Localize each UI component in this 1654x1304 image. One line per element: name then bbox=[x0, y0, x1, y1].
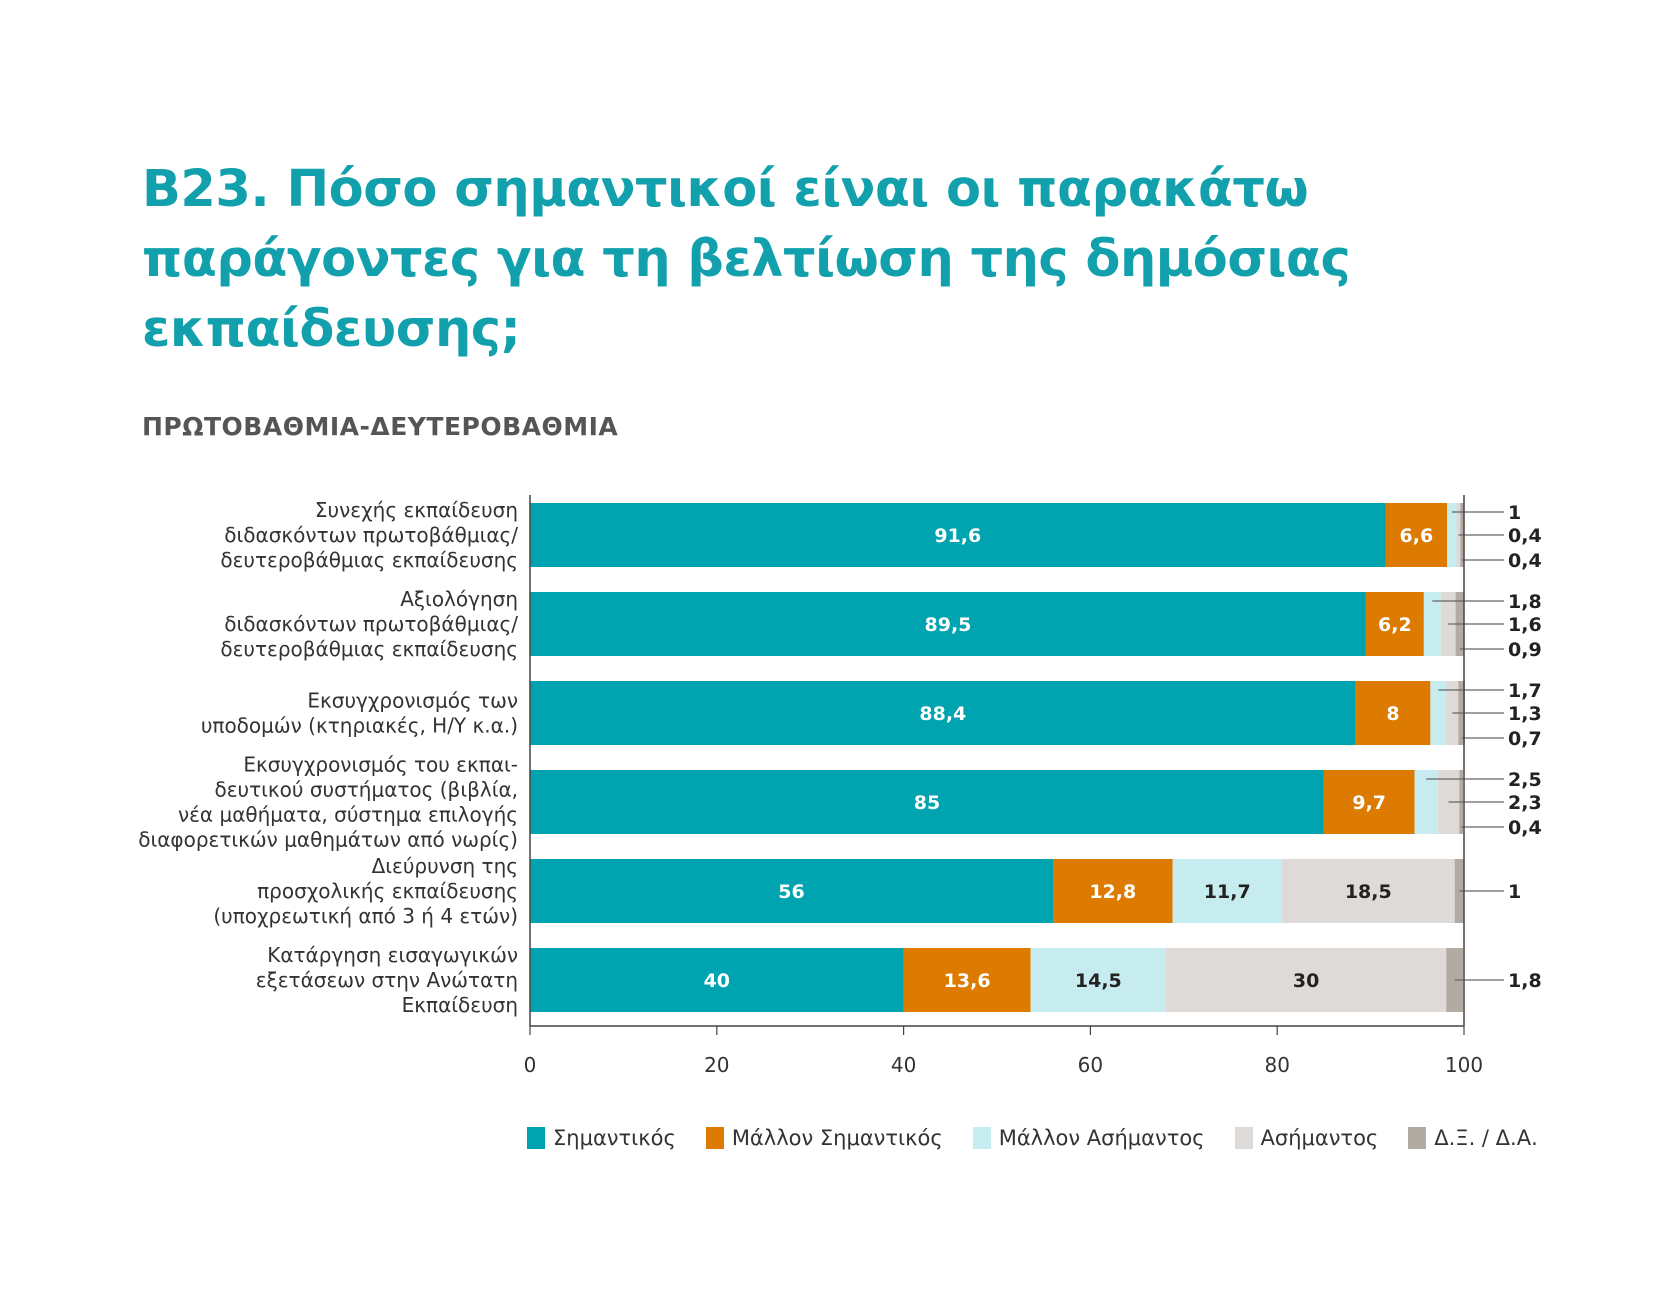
legend-swatch-dont-know bbox=[1408, 1127, 1427, 1149]
category-label: διαφορετικών μαθημάτων από νωρίς) bbox=[138, 828, 518, 852]
data-label: 88,4 bbox=[919, 703, 966, 725]
legend-label-unimportant: Ασήμαντος bbox=[1260, 1126, 1379, 1150]
category-label: Εκσυγχρονισμός των bbox=[307, 689, 518, 713]
category-label: εξετάσεων στην Ανώτατη bbox=[256, 968, 518, 992]
bar-segment bbox=[1365, 592, 1424, 656]
legend-swatch-rather-unimportant bbox=[972, 1127, 991, 1149]
data-label: 1,6 bbox=[1508, 614, 1542, 636]
category-label: δευτεροβάθμιας εκπαίδευσης bbox=[220, 548, 518, 572]
bar-segment bbox=[903, 948, 1031, 1012]
bar-segment bbox=[530, 859, 1054, 923]
category-label: Εκπαίδευση bbox=[402, 993, 518, 1017]
data-label: 85 bbox=[914, 792, 940, 814]
x-tick-label: 60 bbox=[1078, 1053, 1103, 1077]
data-label: 89,5 bbox=[925, 614, 972, 636]
bar-segment bbox=[1385, 503, 1448, 567]
bar-segment bbox=[530, 770, 1324, 834]
bar-segment bbox=[1166, 948, 1447, 1012]
category-label: Αξιολόγηση bbox=[400, 587, 518, 611]
category-label: Συνεχής εκπαίδευση bbox=[315, 498, 518, 522]
bar-segment bbox=[1323, 770, 1415, 834]
category-label: Διεύρυνση της bbox=[372, 854, 518, 878]
data-label: 1,3 bbox=[1508, 703, 1542, 725]
bar-segment bbox=[530, 503, 1386, 567]
legend-swatch-rather-important bbox=[705, 1127, 724, 1149]
chart-title-line-3: εκπαίδευσης; bbox=[142, 300, 521, 359]
bar-segment bbox=[1030, 948, 1167, 1012]
data-label: 0,4 bbox=[1508, 817, 1542, 839]
data-label: 18,5 bbox=[1345, 881, 1392, 903]
legend-item-dont-know: Δ.Ξ. / Δ.Α. bbox=[1408, 1126, 1538, 1150]
data-label: 40 bbox=[704, 970, 730, 992]
data-label: 1 bbox=[1508, 881, 1521, 903]
category-label: Εκσυγχρονισμός του εκπαι- bbox=[243, 753, 518, 777]
data-label: 8 bbox=[1386, 703, 1399, 725]
bar-segment bbox=[530, 948, 904, 1012]
chart-subtitle: ΠΡΩΤΟΒΑΘΜΙΑ-ΔΕΥΤΕΡΟΒΑΘΜΙΑ bbox=[142, 412, 619, 441]
x-tick-label: 40 bbox=[891, 1053, 916, 1077]
data-label: 56 bbox=[778, 881, 804, 903]
data-label: 1,8 bbox=[1508, 970, 1542, 992]
data-label: 1,8 bbox=[1508, 591, 1542, 613]
data-label: 1 bbox=[1508, 502, 1521, 524]
bar-segment bbox=[1172, 859, 1282, 923]
legend-item-rather-important: Μάλλον Σημαντικός bbox=[705, 1126, 943, 1150]
data-label: 13,6 bbox=[944, 970, 991, 992]
data-label: 12,8 bbox=[1089, 881, 1136, 903]
category-label: νέα μαθήματα, σύστημα επιλογής bbox=[178, 803, 518, 827]
data-label: 0,4 bbox=[1508, 525, 1542, 547]
data-label: 9,7 bbox=[1352, 792, 1386, 814]
bar-segment bbox=[1355, 681, 1431, 745]
data-label: 2,3 bbox=[1508, 792, 1542, 814]
bar-segment bbox=[530, 592, 1366, 656]
category-label: διδασκόντων πρωτοβάθμιας/ bbox=[224, 612, 518, 636]
bar-segment bbox=[1430, 681, 1447, 745]
legend-label-important: Σημαντικός bbox=[553, 1126, 676, 1150]
data-label: 2,5 bbox=[1508, 769, 1542, 791]
data-label: 30 bbox=[1293, 970, 1319, 992]
x-tick-label: 100 bbox=[1445, 1053, 1483, 1077]
category-label: (υποχρεωτική από 3 ή 4 ετών) bbox=[213, 904, 518, 928]
legend-label-dont-know: Δ.Ξ. / Δ.Α. bbox=[1434, 1126, 1538, 1150]
data-label: 6,2 bbox=[1378, 614, 1412, 636]
category-label: δευτεροβάθμιας εκπαίδευσης bbox=[220, 637, 518, 661]
bar-segment bbox=[530, 681, 1356, 745]
bar-segment bbox=[1414, 770, 1438, 834]
category-label: υποδομών (κτηριακές, Η/Υ κ.α.) bbox=[201, 714, 518, 738]
data-label: 1,7 bbox=[1508, 680, 1542, 702]
data-label: 6,6 bbox=[1400, 525, 1434, 547]
bar-segment bbox=[1447, 503, 1457, 567]
legend-item-unimportant: Ασήμαντος bbox=[1234, 1126, 1379, 1150]
chart-title-line-1: Β23. Πόσο σημαντικοί είναι οι παρακάτω bbox=[142, 160, 1309, 219]
data-label: 0,7 bbox=[1508, 728, 1542, 750]
data-label: 11,7 bbox=[1204, 881, 1251, 903]
legend-label-rather-unimportant: Μάλλον Ασήμαντος bbox=[998, 1126, 1205, 1150]
legend-item-important: Σημαντικός bbox=[527, 1126, 676, 1150]
x-tick-label: 80 bbox=[1264, 1053, 1289, 1077]
legend-swatch-important bbox=[527, 1127, 545, 1149]
category-label: προσχολικής εκπαίδευσης bbox=[257, 879, 518, 903]
bar-segment bbox=[1281, 859, 1455, 923]
chart-legend: Σημαντικός Μάλλον Σημαντικός Μάλλον Ασήμ… bbox=[527, 1126, 1568, 1150]
chart-title: Β23. Πόσο σημαντικοί είναι οι παρακάτω π… bbox=[142, 155, 1442, 365]
bar-segment bbox=[1423, 592, 1441, 656]
category-label: δευτικού συστήματος (βιβλία, bbox=[214, 778, 518, 802]
data-label: 0,4 bbox=[1508, 550, 1542, 572]
legend-label-rather-important: Μάλλον Σημαντικός bbox=[731, 1126, 943, 1150]
legend-item-rather-unimportant: Μάλλον Ασήμαντος bbox=[972, 1126, 1205, 1150]
category-label: Κατάργηση εισαγωγικών bbox=[267, 943, 518, 967]
bar-segment bbox=[1053, 859, 1173, 923]
x-tick-label: 0 bbox=[524, 1053, 537, 1077]
chart-title-line-2: παράγοντες για τη βελτίωση της δημόσιας bbox=[142, 230, 1351, 289]
legend-swatch-unimportant bbox=[1234, 1127, 1253, 1149]
data-label: 0,9 bbox=[1508, 639, 1542, 661]
data-label: 14,5 bbox=[1075, 970, 1122, 992]
data-label: 91,6 bbox=[934, 525, 981, 547]
category-label: διδασκόντων πρωτοβάθμιας/ bbox=[224, 523, 518, 547]
x-tick-label: 20 bbox=[704, 1053, 729, 1077]
